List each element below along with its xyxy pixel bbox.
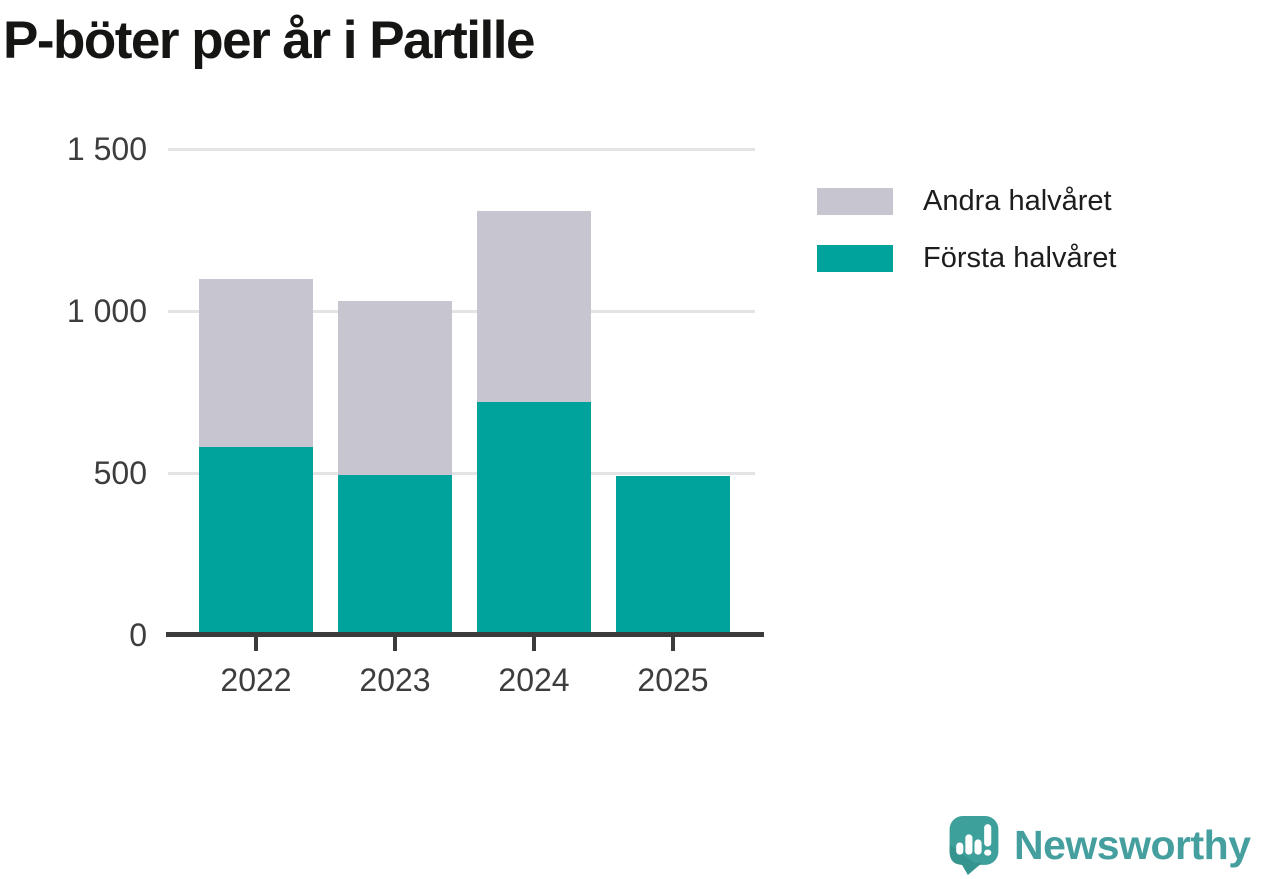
gridline-500: [168, 471, 755, 475]
x-tick-2023: [393, 637, 397, 651]
y-tick-label: 1 500: [66, 131, 147, 167]
x-tick-label-2022: 2022: [220, 662, 292, 698]
legend-label-forsta-halvaret: Första halvåret: [923, 242, 1117, 274]
bar-2023-andra-halvaret: [338, 301, 452, 475]
y-tick-label: 1 000: [66, 293, 147, 329]
legend-item-andra-halvaret: Andra halvåret: [817, 185, 1112, 217]
legend-swatch-forsta-halvaret: [817, 245, 893, 272]
bar-2022-forsta-halvaret: [199, 447, 313, 635]
gridline-1000: [168, 309, 755, 313]
x-tick-2025: [671, 637, 675, 651]
x-tick-label-2025: 2025: [637, 662, 709, 698]
bar-2023-forsta-halvaret: [338, 474, 452, 635]
x-tick-label-2023: 2023: [359, 662, 431, 698]
newsworthy-logo: Newsworthy: [945, 814, 1251, 875]
chart-title: P-böter per år i Partille: [3, 11, 535, 70]
bar-2025-forsta-halvaret: [616, 476, 730, 635]
y-tick-label: 500: [93, 455, 147, 491]
newsworthy-logo-mark-icon: [949, 816, 999, 875]
x-axis-line: [166, 632, 764, 637]
bar-2024-forsta-halvaret: [477, 401, 591, 635]
legend-label-andra-halvaret: Andra halvåret: [923, 185, 1112, 217]
newsworthy-logo-text: Newsworthy: [1014, 821, 1251, 868]
x-tick-2024: [532, 637, 536, 651]
bar-2024-andra-halvaret: [477, 210, 591, 402]
x-tick-label-2024: 2024: [498, 662, 570, 698]
y-tick-label: 0: [129, 617, 147, 653]
bar-2022-andra-halvaret: [199, 278, 313, 448]
x-tick-2022: [254, 637, 258, 651]
legend-item-forsta-halvaret: Första halvåret: [817, 242, 1117, 274]
gridline-1500: [168, 147, 755, 151]
legend-swatch-andra-halvaret: [817, 188, 893, 215]
